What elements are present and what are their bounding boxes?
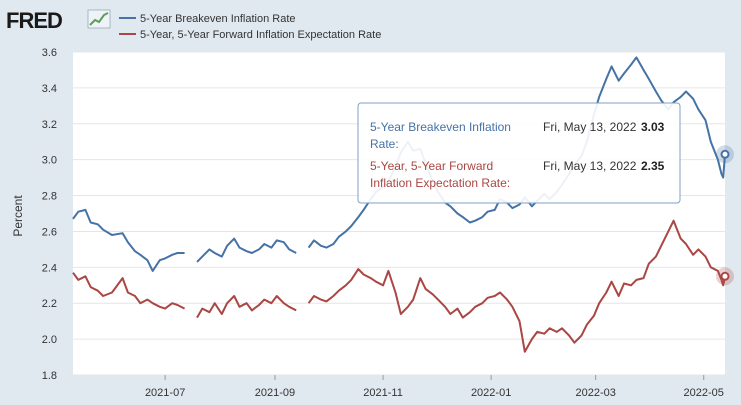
tooltip-value-breakeven: 3.03	[641, 120, 665, 134]
tooltip: 5-Year Breakeven Inflation Rate: Fri, Ma…	[357, 102, 681, 204]
legend-item-breakeven[interactable]: 5-Year Breakeven Inflation Rate	[119, 13, 296, 25]
tooltip-label-forward-line2: Inflation Expectation Rate:	[370, 176, 510, 190]
logo-text: FRED	[6, 8, 62, 33]
x-tick-label: 2022-05	[684, 387, 724, 399]
tooltip-label-breakeven-line1: 5-Year Breakeven Inflation	[370, 120, 511, 134]
tooltip-label-breakeven-line2: Rate:	[370, 137, 399, 151]
legend: 5-Year Breakeven Inflation Rate 5-Year, …	[119, 13, 381, 41]
hover-marker	[720, 149, 730, 159]
x-tick-label: 2021-11	[363, 387, 403, 399]
legend-label-forward: 5-Year, 5-Year Forward Inflation Expecta…	[140, 29, 381, 41]
series-line-forward[interactable]	[72, 219, 726, 353]
y-tick-label: 2.2	[42, 298, 57, 310]
y-axis-ticks: 1.8 2.0 2.2 2.4 2.6 2.8 3.0 3.2 3.4 3.6	[42, 47, 57, 382]
y-tick-label: 3.2	[42, 119, 57, 131]
x-axis-ticks: 2021-07 2021-09 2021-11 2022-01 2022-03 2022-…	[145, 375, 724, 399]
y-tick-label: 2.4	[42, 262, 57, 274]
tooltip-box	[357, 102, 681, 204]
y-tick-label: 3.4	[42, 83, 57, 95]
logo-chart-icon	[87, 9, 111, 29]
y-axis-title: Percent	[11, 195, 25, 237]
y-tick-label: 2.0	[42, 334, 57, 346]
hover-markers	[716, 145, 734, 286]
x-tick-label: 2022-03	[575, 387, 615, 399]
plot-area[interactable]	[73, 52, 725, 375]
tooltip-date-breakeven: Fri, May 13, 2022	[543, 120, 637, 134]
y-tick-label: 1.8	[42, 370, 57, 382]
y-tick-label: 3.0	[42, 155, 57, 167]
y-tick-label: 2.8	[42, 191, 57, 203]
tooltip-value-forward: 2.35	[641, 159, 665, 173]
x-tick-label: 2022-01	[471, 387, 511, 399]
fred-logo[interactable]: FRED	[6, 8, 111, 33]
legend-label-breakeven: 5-Year Breakeven Inflation Rate	[140, 13, 296, 25]
x-tick-label: 2021-09	[255, 387, 295, 399]
y-tick-label: 2.6	[42, 226, 57, 238]
tooltip-label-forward-line1: 5-Year, 5-Year Forward	[370, 159, 493, 173]
x-tick-label: 2021-07	[145, 387, 185, 399]
legend-item-forward[interactable]: 5-Year, 5-Year Forward Inflation Expecta…	[119, 29, 381, 41]
hover-marker	[720, 271, 730, 281]
y-tick-label: 3.6	[42, 47, 57, 59]
tooltip-date-forward: Fri, May 13, 2022	[543, 159, 637, 173]
